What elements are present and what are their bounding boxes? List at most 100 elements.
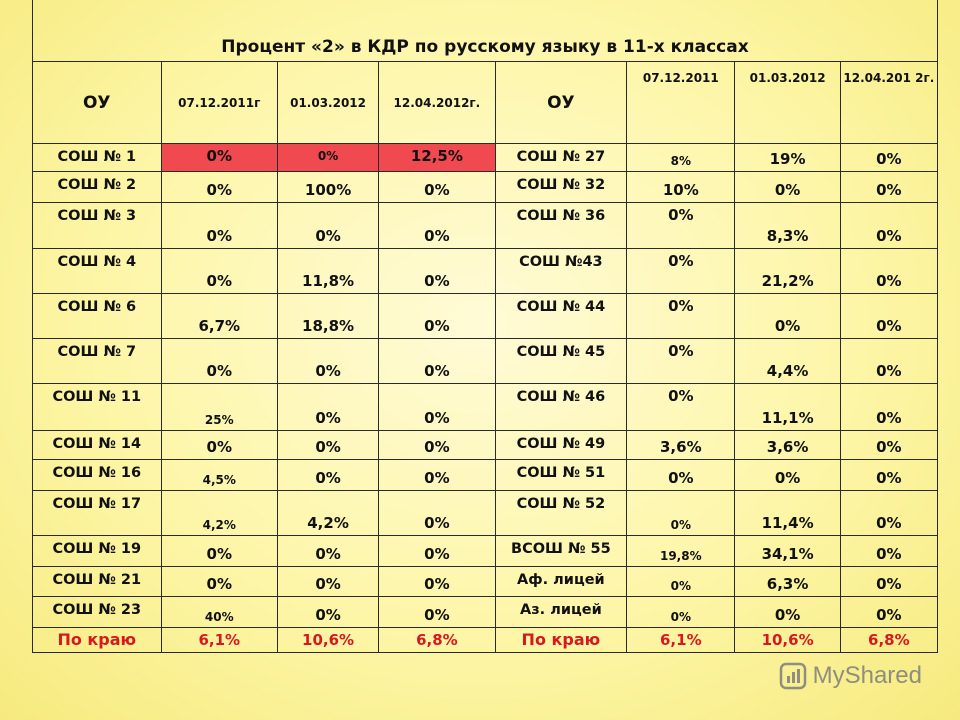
total-label: По краю bbox=[32, 627, 162, 653]
percent-value: 0% bbox=[276, 338, 380, 384]
percent-value: 100% bbox=[276, 171, 380, 203]
header-date: 01.03.2012 bbox=[734, 61, 841, 144]
total-value: 10,6% bbox=[276, 627, 380, 653]
table-row: СОШ № 6 6,7% 18,8% 0% СОШ № 44 0% 0% 0% bbox=[32, 293, 939, 339]
percent-value: 0% bbox=[378, 535, 496, 567]
total-label: По краю bbox=[494, 627, 628, 653]
header-date: 12.04.2012г. bbox=[378, 61, 496, 144]
presentation-icon bbox=[779, 662, 806, 690]
watermark-text: MyShared bbox=[812, 662, 922, 689]
total-row: По краю 6,1% 10,6% 6,8% По краю 6,1% 10,… bbox=[32, 627, 939, 653]
percent-value: 0% bbox=[839, 430, 939, 460]
page-title: Процент «2» в КДР по русскому языку в 11… bbox=[32, 0, 938, 62]
school-name: СОШ № 23 bbox=[32, 596, 162, 628]
percent-value: 0% bbox=[839, 171, 939, 203]
percent-value: 0% bbox=[626, 596, 736, 628]
percent-value: 0% bbox=[378, 293, 496, 339]
header-ou-right: ОУ bbox=[494, 61, 628, 144]
percent-value: 10% bbox=[626, 171, 736, 203]
school-name: СОШ № 11 bbox=[32, 383, 162, 431]
percent-value: 0% bbox=[839, 535, 939, 567]
school-name: СОШ № 19 bbox=[32, 535, 162, 567]
percent-value: 0% bbox=[839, 490, 939, 536]
table-row: СОШ № 23 40% 0% 0% Аз. лицей 0% 0% 0% bbox=[32, 596, 939, 628]
total-value: 6,8% bbox=[839, 627, 939, 653]
percent-value: 0% bbox=[276, 430, 380, 460]
school-name: СОШ № 2 bbox=[32, 171, 162, 203]
school-name: СОШ № 52 bbox=[494, 490, 628, 536]
percent-value: 8,3% bbox=[734, 202, 841, 249]
percent-value: 0% bbox=[626, 566, 736, 597]
header-ou-left: ОУ bbox=[32, 61, 162, 144]
percent-value: 0% bbox=[626, 293, 736, 339]
percent-value: 0% bbox=[734, 171, 841, 203]
percent-value: 0% bbox=[276, 383, 380, 431]
school-name: СОШ №43 bbox=[494, 248, 628, 294]
table-row: СОШ № 14 0% 0% 0% СОШ № 49 3,6% 3,6% 0% bbox=[32, 430, 939, 460]
percent-value: 11,1% bbox=[734, 383, 841, 431]
school-name: СОШ № 3 bbox=[32, 202, 162, 249]
percent-value: 0% bbox=[626, 248, 736, 294]
percent-value: 0% bbox=[839, 202, 939, 249]
school-name: СОШ № 51 bbox=[494, 459, 628, 491]
percent-value: 4,5% bbox=[160, 459, 278, 491]
percent-value: 0% bbox=[378, 248, 496, 294]
school-name: СОШ № 27 bbox=[494, 143, 628, 172]
kdr-table: Процент «2» в КДР по русскому языку в 11… bbox=[32, 0, 939, 653]
percent-value: 0% bbox=[160, 143, 278, 172]
table-row: СОШ № 11 25% 0% 0% СОШ № 46 0% 11,1% 0% bbox=[32, 383, 939, 431]
percent-value: 3,6% bbox=[626, 430, 736, 460]
percent-value: 0% bbox=[734, 596, 841, 628]
percent-value: 0% bbox=[839, 596, 939, 628]
percent-value: 0% bbox=[839, 338, 939, 384]
school-name: СОШ № 44 bbox=[494, 293, 628, 339]
percent-value: 0% bbox=[626, 383, 736, 431]
percent-value: 0% bbox=[160, 535, 278, 567]
percent-value: 6,7% bbox=[160, 293, 278, 339]
percent-value: 0% bbox=[160, 202, 278, 249]
watermark: MyShared bbox=[779, 662, 922, 690]
percent-value: 0% bbox=[276, 202, 380, 249]
percent-value: 21,2% bbox=[734, 248, 841, 294]
total-value: 6,1% bbox=[160, 627, 278, 653]
percent-value: 0% bbox=[626, 459, 736, 491]
percent-value: 19% bbox=[734, 143, 841, 172]
percent-value: 0% bbox=[378, 338, 496, 384]
school-name: СОШ № 46 bbox=[494, 383, 628, 431]
school-name: СОШ № 21 bbox=[32, 566, 162, 597]
percent-value: 0% bbox=[839, 459, 939, 491]
percent-value: 4,4% bbox=[734, 338, 841, 384]
table-row: СОШ № 4 0% 11,8% 0% СОШ №43 0% 21,2% 0% bbox=[32, 248, 939, 294]
percent-value: 0% bbox=[378, 430, 496, 460]
percent-value: 0% bbox=[839, 293, 939, 339]
table-row: СОШ № 19 0% 0% 0% ВСОШ № 55 19,8% 34,1% 0% bbox=[32, 535, 939, 567]
total-value: 10,6% bbox=[734, 627, 841, 653]
table-row: СОШ № 2 0% 100% 0% СОШ № 32 10% 0% 0% bbox=[32, 171, 939, 203]
school-name: СОШ № 6 bbox=[32, 293, 162, 339]
total-value: 6,8% bbox=[378, 627, 496, 653]
header-date: 01.03.2012 bbox=[276, 61, 380, 144]
percent-value: 0% bbox=[839, 566, 939, 597]
header-date: 12.04.201 2г. bbox=[839, 61, 939, 144]
school-name: СОШ № 16 bbox=[32, 459, 162, 491]
school-name: Аф. лицей bbox=[494, 566, 628, 597]
percent-value: 25% bbox=[160, 383, 278, 431]
percent-value: 3,6% bbox=[734, 430, 841, 460]
percent-value: 0% bbox=[626, 202, 736, 249]
percent-value: 0% bbox=[378, 596, 496, 628]
percent-value: 34,1% bbox=[734, 535, 841, 567]
percent-value: 0% bbox=[276, 596, 380, 628]
school-name: СОШ № 4 bbox=[32, 248, 162, 294]
percent-value: 0% bbox=[734, 293, 841, 339]
percent-value: 40% bbox=[160, 596, 278, 628]
percent-value: 0% bbox=[160, 248, 278, 294]
table-row: СОШ № 17 4,2% 4,2% 0% СОШ № 52 0% 11,4% 0% bbox=[32, 490, 939, 536]
percent-value: 0% bbox=[378, 202, 496, 249]
percent-value: 11,4% bbox=[734, 490, 841, 536]
percent-value: 0% bbox=[276, 566, 380, 597]
percent-value: 0% bbox=[839, 383, 939, 431]
percent-value: 0% bbox=[276, 459, 380, 491]
school-name: СОШ № 36 bbox=[494, 202, 628, 249]
percent-value: 0% bbox=[378, 459, 496, 491]
percent-value: 0% bbox=[378, 490, 496, 536]
